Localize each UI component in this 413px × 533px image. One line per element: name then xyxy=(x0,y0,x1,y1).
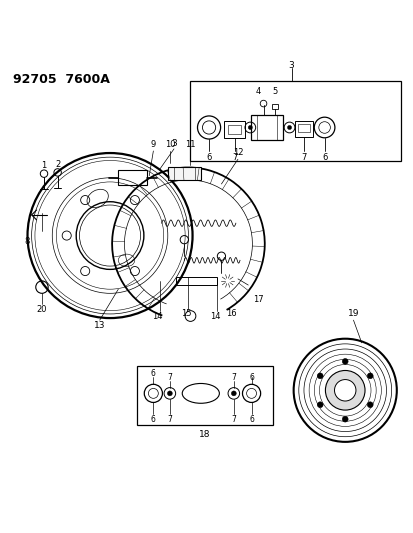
Text: 2: 2 xyxy=(55,160,60,168)
Circle shape xyxy=(316,373,322,379)
Text: 7: 7 xyxy=(167,373,172,382)
Bar xyxy=(297,124,309,132)
Text: 10: 10 xyxy=(164,140,175,149)
Text: 6: 6 xyxy=(249,373,254,382)
Bar xyxy=(167,167,200,180)
Text: 7: 7 xyxy=(231,415,236,424)
Text: 3: 3 xyxy=(171,140,176,149)
Bar xyxy=(223,121,245,138)
Text: 6: 6 xyxy=(206,152,211,161)
Text: 8: 8 xyxy=(25,237,30,246)
Circle shape xyxy=(366,402,372,408)
Bar xyxy=(251,115,282,140)
Text: 19: 19 xyxy=(347,310,358,318)
Circle shape xyxy=(231,391,236,396)
Text: 7: 7 xyxy=(301,152,306,161)
Text: 6: 6 xyxy=(151,415,155,424)
Text: 15: 15 xyxy=(180,310,191,318)
Bar xyxy=(271,104,278,109)
Text: 6: 6 xyxy=(321,152,327,161)
Text: 12: 12 xyxy=(232,148,242,157)
Text: 5: 5 xyxy=(272,87,277,96)
Text: 3: 3 xyxy=(288,61,294,70)
Text: 7: 7 xyxy=(231,373,236,382)
Bar xyxy=(118,171,147,185)
Circle shape xyxy=(248,125,252,130)
Bar xyxy=(176,277,217,285)
Text: 20: 20 xyxy=(37,305,47,314)
Text: 14: 14 xyxy=(152,311,162,320)
Text: 6: 6 xyxy=(249,415,254,424)
Text: 13: 13 xyxy=(94,321,105,330)
Text: 9: 9 xyxy=(150,140,156,149)
Bar xyxy=(137,366,272,425)
Text: 14: 14 xyxy=(209,311,220,320)
Circle shape xyxy=(287,125,291,130)
Text: 92705  7600A: 92705 7600A xyxy=(13,72,110,86)
Circle shape xyxy=(334,379,355,401)
Bar xyxy=(228,125,241,134)
Circle shape xyxy=(342,416,347,422)
Circle shape xyxy=(366,373,372,379)
Circle shape xyxy=(325,370,364,410)
Circle shape xyxy=(167,391,172,396)
Text: 7: 7 xyxy=(167,415,172,424)
Bar xyxy=(190,81,400,161)
Text: 7: 7 xyxy=(231,152,237,161)
Bar xyxy=(294,121,312,136)
Text: 17: 17 xyxy=(253,295,263,304)
Text: 18: 18 xyxy=(199,430,210,439)
Text: 11: 11 xyxy=(185,140,195,149)
Circle shape xyxy=(316,402,322,408)
Text: 4: 4 xyxy=(254,87,260,96)
Text: 1: 1 xyxy=(41,161,47,170)
Text: 16: 16 xyxy=(226,310,237,318)
Circle shape xyxy=(342,359,347,364)
Text: 6: 6 xyxy=(151,369,155,378)
